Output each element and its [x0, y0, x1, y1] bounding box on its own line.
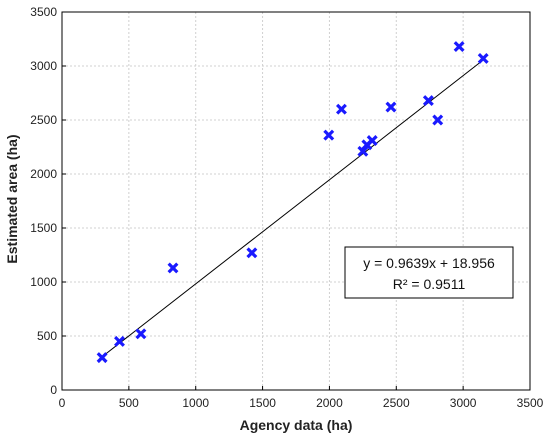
y-tick-label: 500	[37, 329, 57, 343]
data-point	[114, 335, 125, 347]
x-axis-title: Agency data (ha)	[240, 417, 353, 433]
x-tick-label: 1000	[182, 396, 209, 410]
trendline-equation: y = 0.9639x + 18.956	[363, 255, 495, 271]
x-tick-label: 2500	[383, 396, 410, 410]
data-point	[96, 352, 108, 364]
data-point	[357, 145, 369, 157]
y-tick-label: 2000	[30, 167, 57, 181]
data-point	[167, 262, 179, 274]
y-tick-label: 3000	[30, 59, 57, 73]
y-axis-title: Estimated area (ha)	[4, 134, 20, 263]
equation-box: y = 0.9639x + 18.956 R² = 0.9511	[344, 246, 514, 299]
data-point	[336, 103, 347, 115]
data-point	[477, 52, 489, 64]
data-point	[246, 247, 258, 259]
y-tick-label: 1500	[30, 221, 57, 235]
x-tick-label: 3500	[517, 396, 544, 410]
r-squared-label: R² = 0.9511	[393, 276, 466, 292]
y-tick-label: 0	[50, 383, 57, 397]
data-point	[385, 101, 397, 113]
y-tick-label: 2500	[30, 113, 57, 127]
x-tick-label: 2000	[316, 396, 343, 410]
tick-labels: 0 500 1000 1500 2000 2500 3000 3500 0 500 1000 1500…	[30, 5, 543, 410]
trendline	[101, 59, 484, 358]
data-points	[96, 41, 489, 364]
plot-frame	[61, 11, 531, 391]
y-tick-label: 1000	[30, 275, 57, 289]
trendline-layer	[101, 59, 484, 358]
data-point	[453, 41, 465, 53]
data-point	[135, 328, 147, 340]
x-tick-label: 0	[59, 396, 66, 410]
y-tick-label: 3500	[30, 5, 57, 19]
data-point	[422, 95, 434, 107]
x-tick-label: 3000	[450, 396, 477, 410]
data-point	[432, 114, 444, 126]
x-tick-label: 1500	[249, 396, 276, 410]
data-point	[366, 135, 378, 146]
x-tick-label: 500	[119, 396, 139, 410]
data-point	[323, 129, 335, 141]
